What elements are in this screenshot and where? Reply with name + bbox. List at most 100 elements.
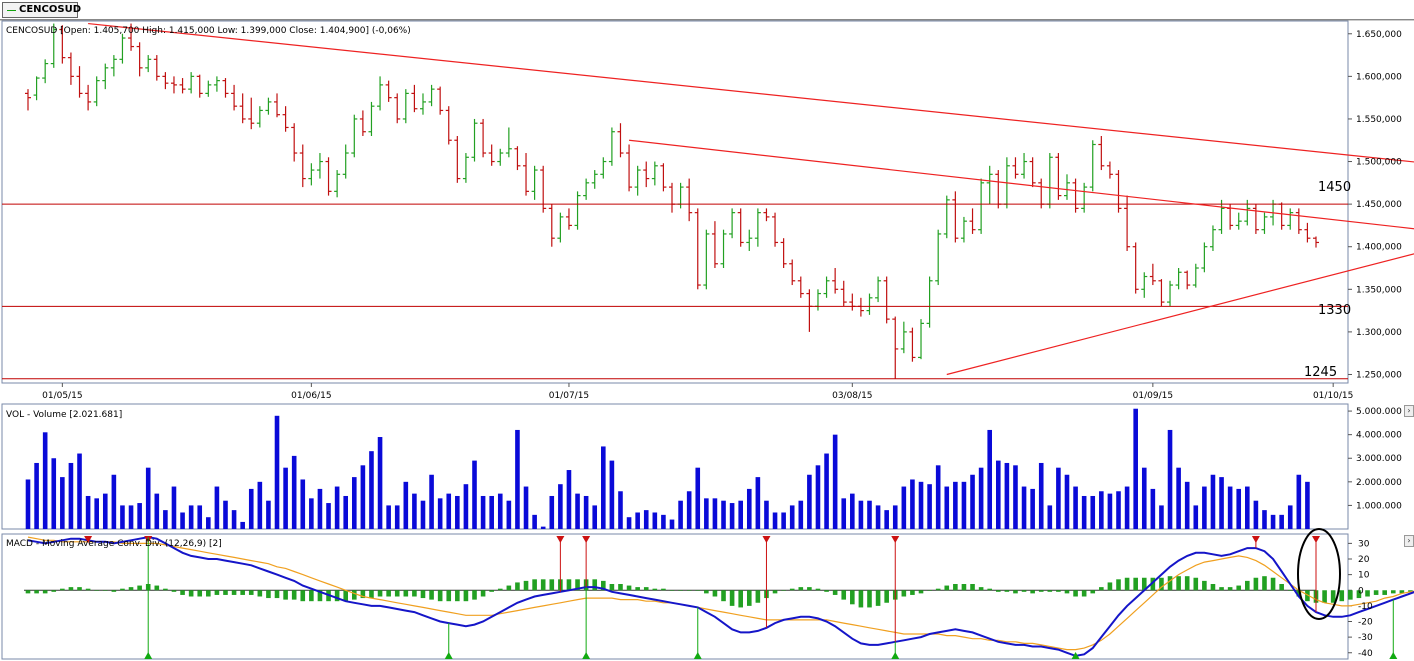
ohlc-bar: [274, 93, 281, 118]
ohlc-bar: [256, 106, 263, 128]
resistance-level-label: 1450: [1318, 180, 1351, 195]
ohlc-bar: [643, 161, 650, 188]
volume-bar: [489, 495, 494, 529]
volume-bar: [583, 495, 589, 529]
volume-pane-frame: [1, 403, 1349, 530]
volume-bar: [678, 500, 683, 529]
ohlc-bar: [583, 178, 590, 200]
macd-histogram-bar: [935, 588, 941, 591]
volume-bar: [850, 493, 855, 529]
ohlc-bar: [797, 276, 804, 298]
macd-histogram-bar: [704, 590, 709, 594]
macd-pane-scroll-button[interactable]: ›: [1404, 535, 1414, 547]
macd-histogram-bar: [1210, 584, 1216, 591]
macd-histogram-bar: [128, 587, 134, 591]
volume-bar: [1124, 486, 1130, 529]
volume-bar: [412, 493, 417, 529]
volume-bar: [772, 512, 778, 529]
volume-bar: [377, 437, 383, 529]
macd-histogram-bar: [317, 590, 323, 602]
ohlc-bar: [1252, 204, 1259, 234]
macd-histogram-bar: [661, 588, 666, 591]
macd-histogram-bar: [798, 587, 804, 591]
volume-bar: [910, 479, 915, 529]
volume-pane-scroll-button[interactable]: ›: [1404, 405, 1414, 417]
date-axis-tick-label: 03/08/15: [832, 391, 872, 401]
ohlc-bar: [892, 316, 899, 379]
price-axis-tick-label: 1.450,000: [1356, 200, 1402, 210]
macd-line: [27, 536, 1414, 657]
macd-histogram-bar: [910, 590, 915, 595]
symbol-tab[interactable]: CENCOSUD: [2, 2, 81, 18]
volume-bar: [463, 484, 469, 529]
macd-histogram-bar: [961, 584, 967, 591]
volume-bar: [455, 495, 460, 529]
ohlc-bar: [565, 208, 572, 230]
ohlc-bar: [454, 135, 461, 183]
macd-histogram-bar: [1262, 576, 1267, 591]
volume-bar: [729, 503, 735, 529]
ohlc-bar: [1141, 272, 1148, 298]
macd-histogram-bar: [953, 584, 958, 591]
macd-histogram-bar: [523, 580, 529, 591]
macd-histogram-bar: [171, 590, 177, 592]
volume-bar: [1047, 505, 1053, 529]
ohlc-bar: [900, 321, 907, 354]
ohlc-bar: [1261, 212, 1268, 234]
macd-histogram-bar: [1356, 590, 1362, 599]
volume-bar: [1013, 465, 1018, 529]
ohlc-bar: [213, 76, 220, 92]
buy-signal-arrow: [1389, 652, 1398, 659]
macd-histogram-bar: [927, 590, 932, 591]
chart-canvas[interactable]: 1.250,000 1.300,000 1.350,000 1.400,000 1.45…: [0, 20, 1414, 661]
volume-bar: [867, 500, 872, 529]
macd-axis-tick-label: -20: [1358, 618, 1373, 628]
macd-histogram-bar: [300, 590, 306, 602]
volume-bar: [669, 519, 675, 529]
buy-signal-arrow: [1071, 652, 1080, 659]
volume-bar: [274, 415, 280, 529]
macd-histogram-bar: [1227, 587, 1233, 591]
buy-signal-arrow: [891, 652, 900, 659]
buy-signal-arrow: [444, 652, 453, 659]
ohlc-bar: [1313, 236, 1319, 248]
volume-axis-tick-label: 4.000.000: [1356, 431, 1402, 441]
macd-histogram-bar: [1038, 590, 1044, 592]
volume-bar: [944, 486, 950, 529]
support-level-label: 1330: [1318, 303, 1351, 318]
ohlc-bar: [763, 208, 770, 222]
ohlc-bar: [531, 165, 538, 200]
ohlc-bar: [1209, 225, 1216, 251]
volume-bar: [180, 512, 185, 529]
volume-bar: [884, 510, 889, 529]
ohlc-bar: [402, 89, 409, 124]
ohlc-bar: [153, 55, 160, 81]
ohlc-bar: [145, 55, 152, 73]
ohlc-bar: [50, 23, 57, 68]
volume-bar: [987, 429, 993, 529]
ohlc-bar: [428, 84, 435, 107]
macd-histogram-bar: [592, 579, 598, 591]
ohlc-bar: [445, 106, 452, 145]
ohlc-bar: [754, 208, 761, 247]
volume-bar: [1038, 462, 1044, 529]
macd-histogram-bar: [643, 587, 649, 591]
macd-histogram-bar: [85, 588, 91, 591]
volume-bar: [1236, 488, 1242, 529]
volume-bar: [901, 486, 907, 529]
volume-bar: [214, 486, 220, 529]
volume-bar: [609, 460, 615, 529]
macd-histogram-bar: [1124, 577, 1130, 591]
macd-histogram-bar: [995, 590, 1001, 592]
ohlc-bar: [1201, 242, 1208, 273]
macd-histogram-bar: [1133, 577, 1138, 591]
ohlc-bar: [660, 163, 667, 192]
price-pane-frame: [1, 20, 1349, 384]
macd-histogram-bar: [480, 590, 486, 597]
volume-bar: [789, 505, 795, 529]
macd-histogram-bar: [377, 590, 383, 597]
macd-histogram-bar: [781, 590, 786, 591]
line-legend-icon: [7, 10, 16, 11]
sell-signal-arrow: [762, 536, 771, 543]
ohlc-bar: [188, 72, 195, 94]
